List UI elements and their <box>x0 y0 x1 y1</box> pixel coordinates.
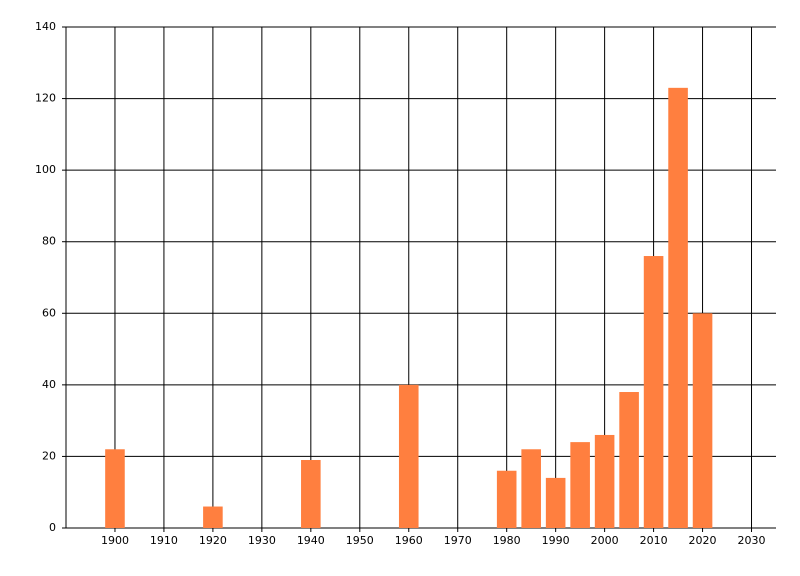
bar <box>301 460 321 528</box>
y-tick-label: 40 <box>42 378 56 391</box>
y-tick-label: 100 <box>35 163 56 176</box>
y-tick-label: 20 <box>42 449 56 462</box>
bar <box>203 506 223 528</box>
bar <box>643 256 664 528</box>
y-tick-label: 120 <box>35 92 56 105</box>
x-tick-label: 1990 <box>542 534 570 547</box>
x-tick-label: 2010 <box>640 534 668 547</box>
x-tick-label: 1930 <box>248 534 276 547</box>
y-tick-label: 140 <box>35 20 56 33</box>
bar <box>619 392 639 528</box>
bar <box>521 449 541 528</box>
x-tick-label: 1940 <box>297 534 325 547</box>
bar <box>594 434 615 528</box>
x-tick-label: 2000 <box>591 534 619 547</box>
x-tick-label: 2020 <box>689 534 717 547</box>
bar <box>668 87 688 528</box>
x-tick-label: 1980 <box>493 534 521 547</box>
y-tick-label: 60 <box>42 306 56 319</box>
y-tick-label: 80 <box>42 235 56 248</box>
y-tick-label: 0 <box>49 521 56 534</box>
x-tick-label: 2030 <box>738 534 766 547</box>
bar <box>692 313 713 528</box>
bar <box>545 477 566 528</box>
bar <box>570 442 590 528</box>
x-tick-label: 1970 <box>444 534 472 547</box>
bar <box>105 449 125 528</box>
x-tick-label: 1910 <box>150 534 178 547</box>
x-tick-label: 1950 <box>346 534 374 547</box>
x-tick-label: 1960 <box>395 534 423 547</box>
x-tick-label: 1920 <box>199 534 227 547</box>
x-tick-label: 1900 <box>101 534 129 547</box>
bar <box>496 470 517 528</box>
bar <box>398 384 419 528</box>
